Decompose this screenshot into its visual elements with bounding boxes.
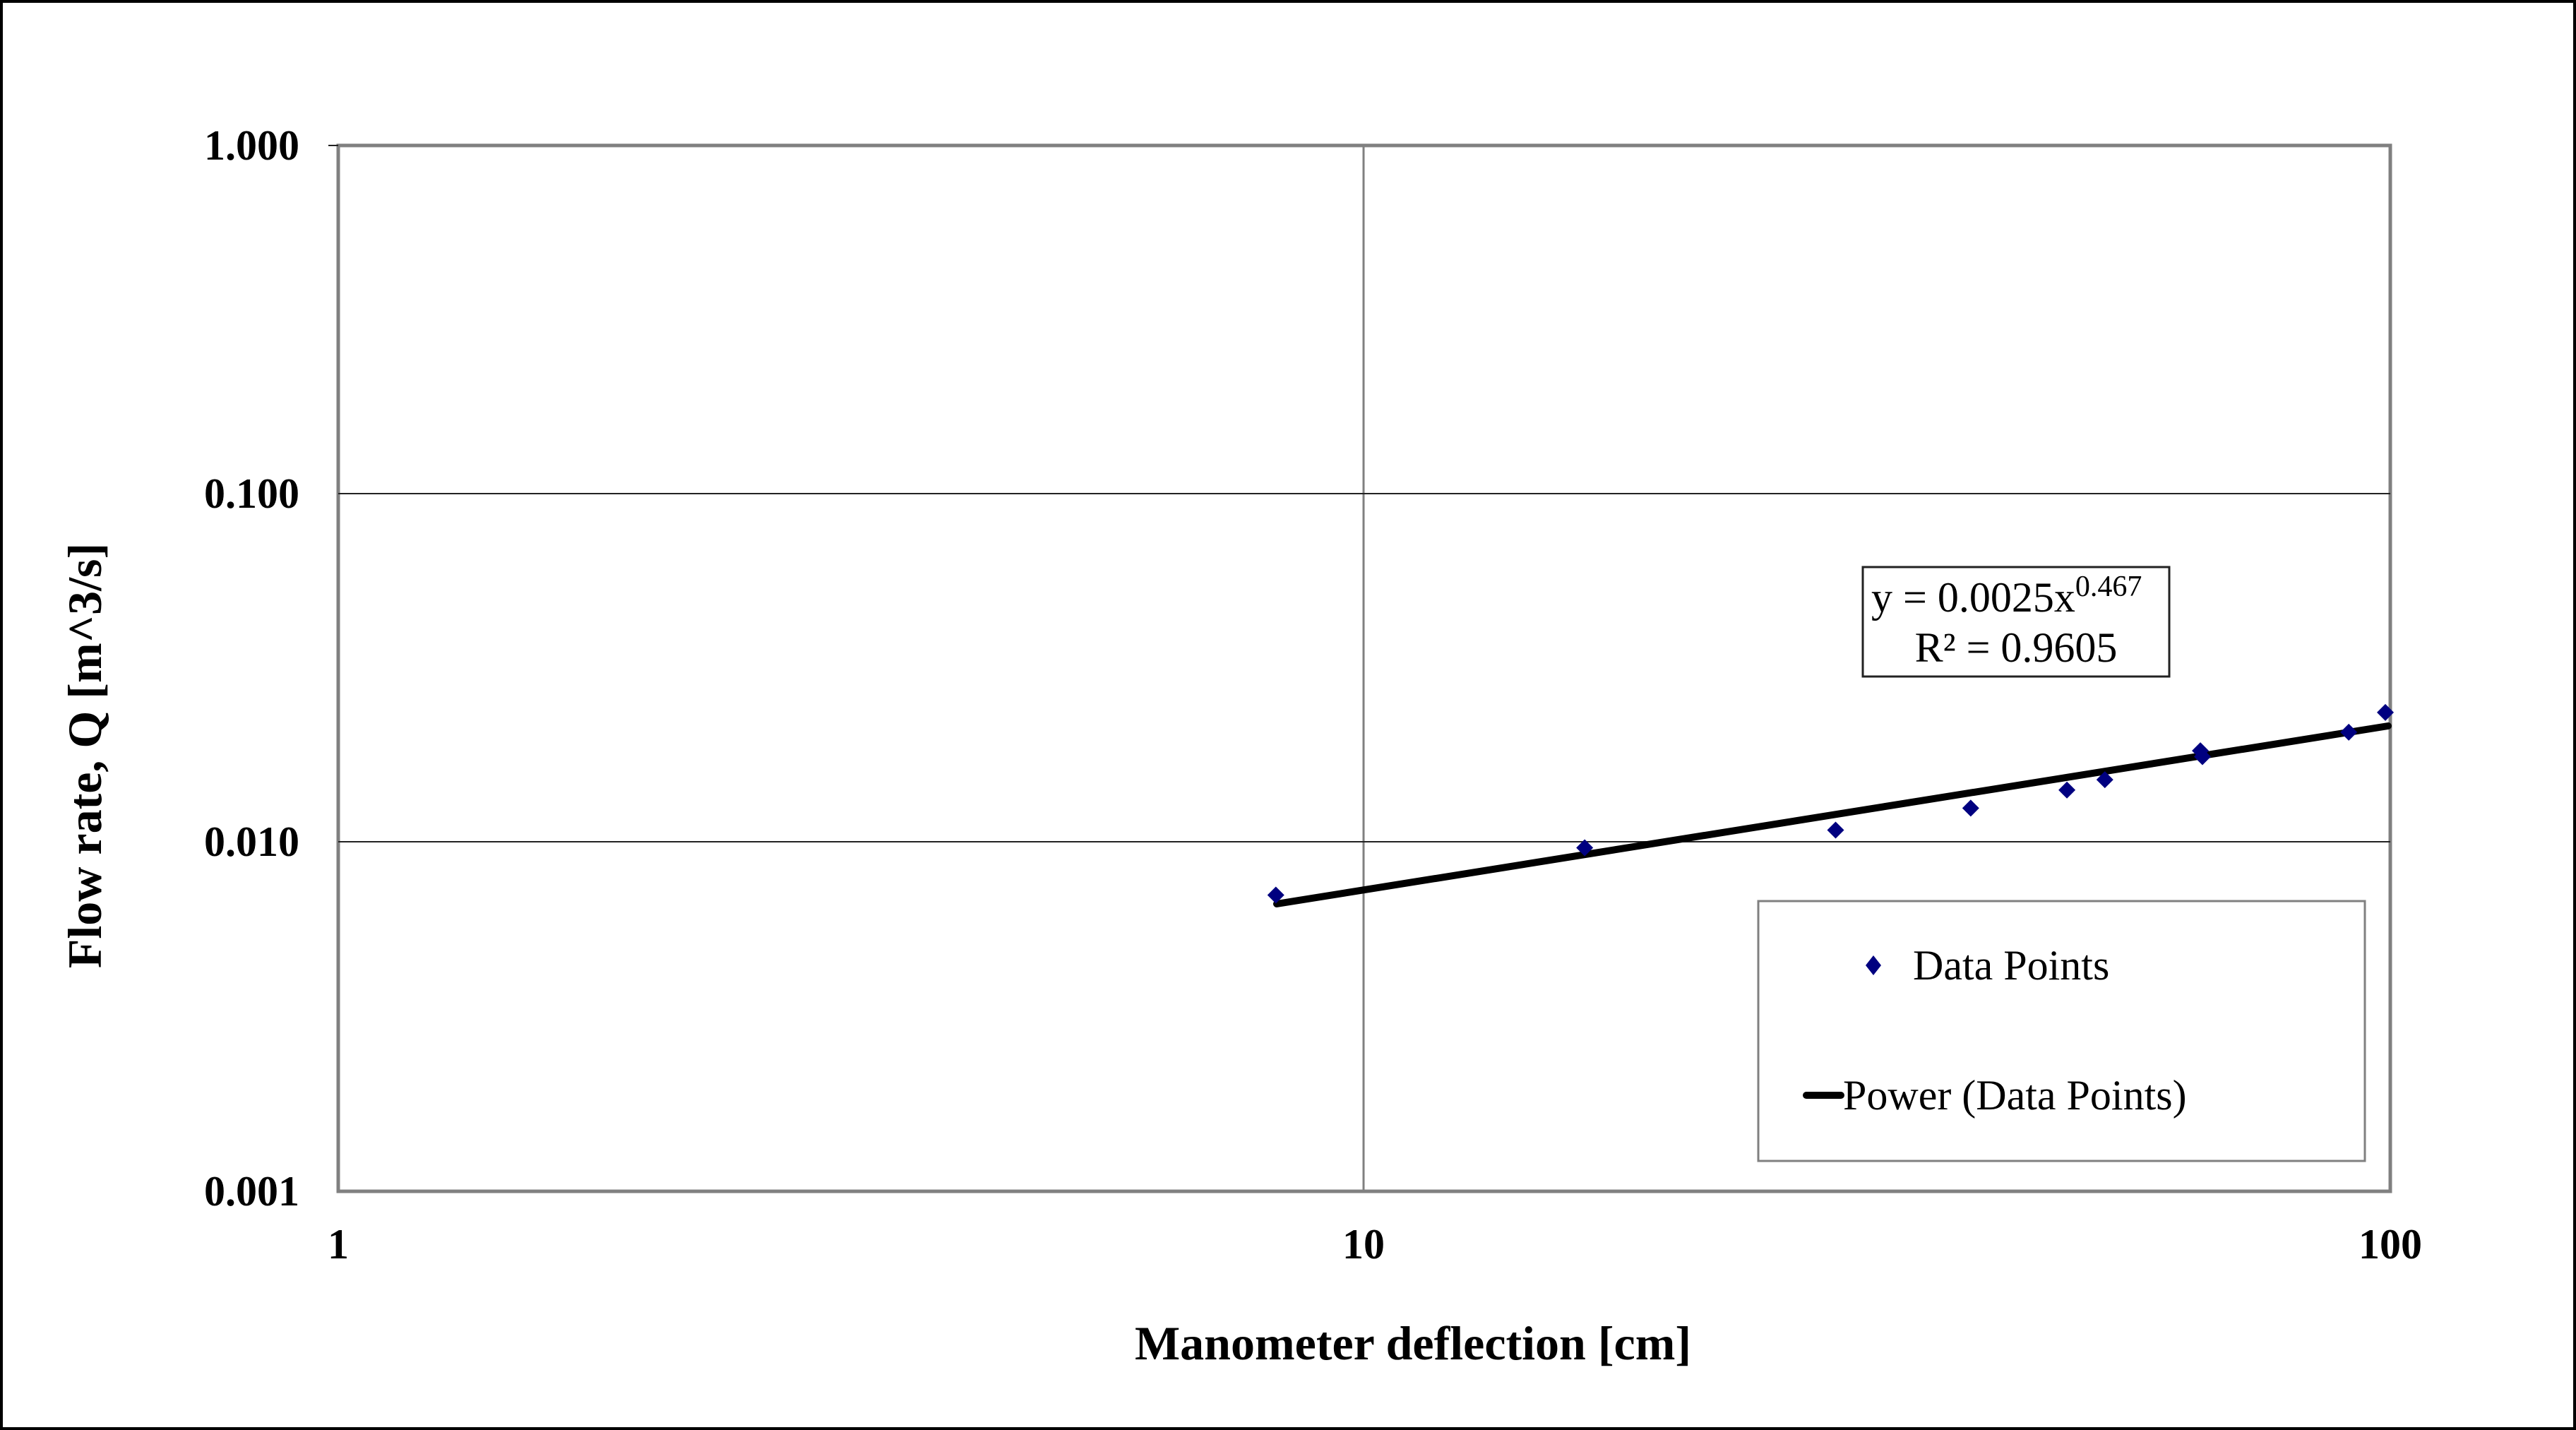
y-tick-0.01: 0.010 bbox=[204, 818, 299, 865]
y-tick-0.1: 0.100 bbox=[204, 470, 299, 517]
data-point bbox=[2096, 771, 2113, 789]
y-axis-title: Flow rate, Q [m^3/s] bbox=[58, 543, 112, 968]
y-tick-1: 1.000 bbox=[204, 122, 299, 169]
legend-power-trendline: Power (Data Points) bbox=[1843, 1072, 2187, 1119]
diamond-marker-icon bbox=[1866, 955, 1881, 975]
legend: Data Points Power (Data Points) bbox=[1757, 900, 2366, 1162]
trendline-equation: y = 0.0025x0.467 R² = 0.9605 bbox=[1861, 566, 2171, 678]
data-point bbox=[1962, 799, 1979, 817]
data-point bbox=[2058, 781, 2076, 799]
data-points bbox=[1267, 703, 2395, 904]
data-point bbox=[1827, 821, 1844, 839]
data-point bbox=[1576, 839, 1594, 857]
x-tick-100: 100 bbox=[2359, 1221, 2422, 1268]
data-point bbox=[2193, 748, 2211, 765]
equation-base: y = 0.0025x bbox=[1871, 574, 2075, 621]
data-point bbox=[1267, 886, 1284, 904]
gridlines bbox=[328, 145, 2390, 1191]
data-point bbox=[2340, 723, 2358, 741]
data-point bbox=[2377, 703, 2395, 721]
x-axis-ticks: 1 10 100 bbox=[328, 1221, 2422, 1268]
y-tick-0.001: 0.001 bbox=[204, 1168, 299, 1215]
equation-exponent: 0.467 bbox=[2075, 571, 2142, 603]
legend-data-points: Data Points bbox=[1913, 942, 2109, 989]
x-axis-title: Manometer deflection [cm] bbox=[1135, 1316, 1691, 1370]
svg-text:y = 0.0025x0.467: y = 0.0025x0.467 bbox=[1871, 571, 2142, 621]
x-tick-1: 1 bbox=[328, 1221, 349, 1268]
y-axis-ticks: 1.000 0.100 0.010 0.001 bbox=[204, 122, 299, 1215]
x-tick-10: 10 bbox=[1342, 1221, 1385, 1268]
r-squared: R² = 0.9605 bbox=[1915, 624, 2118, 671]
